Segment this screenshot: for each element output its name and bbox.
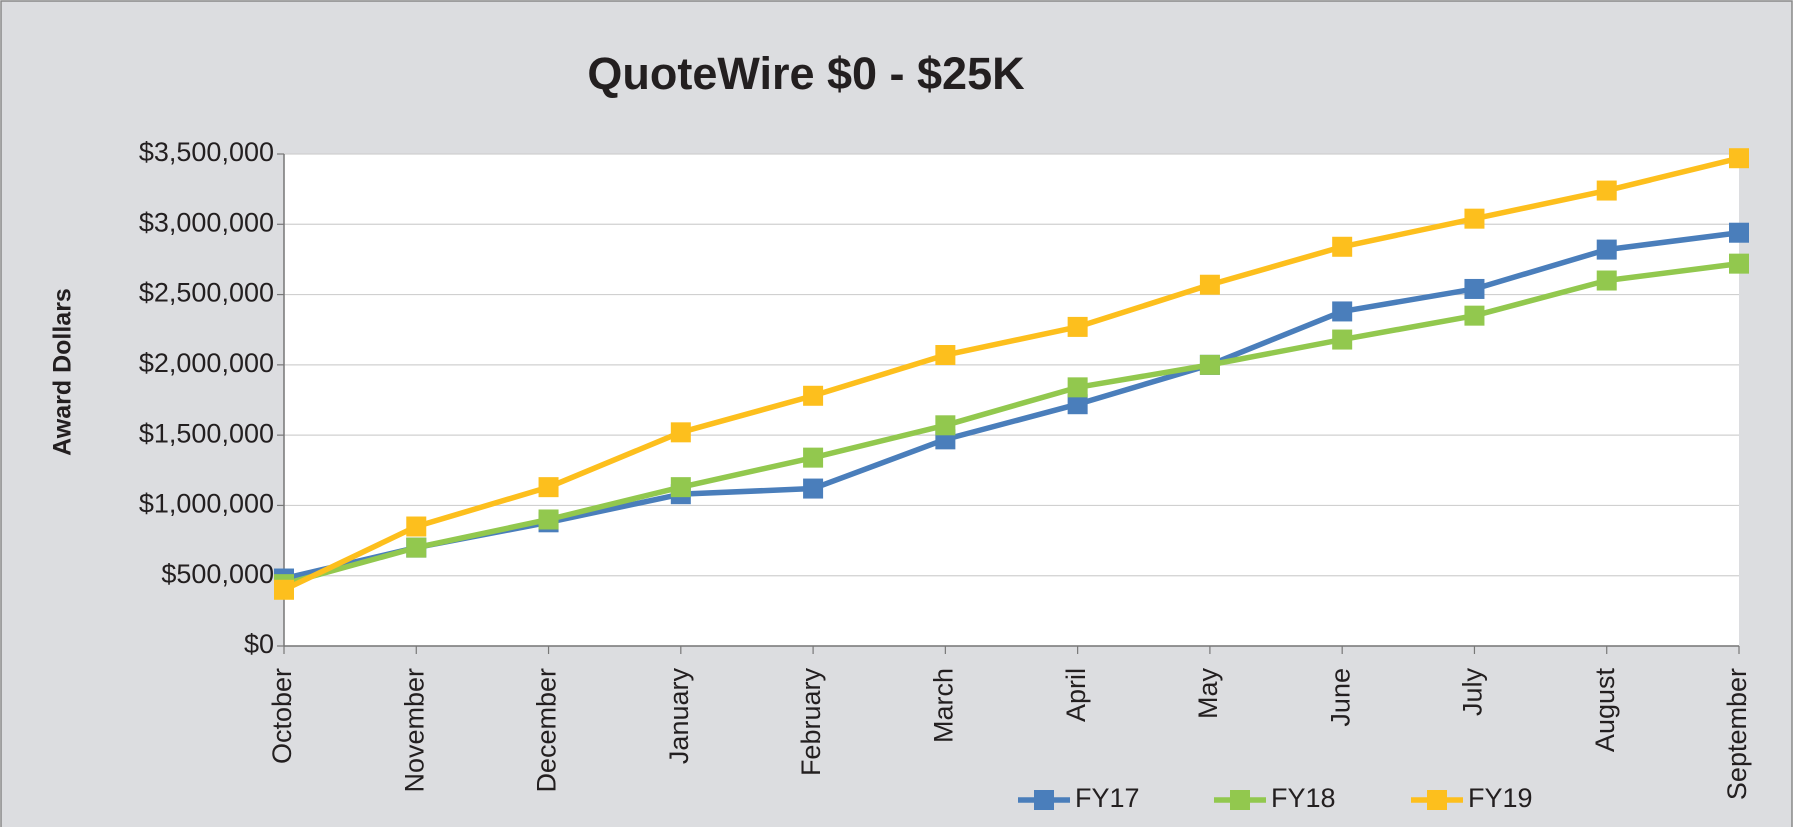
chart-title: QuoteWire $0 - $25K bbox=[587, 48, 1025, 99]
data-point bbox=[803, 385, 824, 406]
legend-marker bbox=[1230, 790, 1250, 810]
legend-label: FY19 bbox=[1468, 783, 1533, 813]
x-tick-label: January bbox=[664, 668, 694, 765]
x-tick-label: November bbox=[399, 668, 429, 793]
data-point bbox=[1596, 239, 1617, 260]
data-point bbox=[1332, 301, 1353, 322]
x-tick-label: April bbox=[1061, 668, 1091, 722]
x-tick-label: July bbox=[1458, 668, 1488, 717]
x-tick-label: February bbox=[796, 668, 826, 777]
data-point bbox=[1464, 305, 1485, 326]
data-point bbox=[1464, 278, 1485, 299]
y-tick-label: $1,500,000 bbox=[139, 418, 274, 448]
x-tick-label: September bbox=[1722, 668, 1752, 800]
y-tick-label: $1,000,000 bbox=[139, 489, 274, 519]
data-point bbox=[1199, 354, 1220, 375]
legend-marker bbox=[1034, 790, 1054, 810]
legend-label: FY18 bbox=[1271, 783, 1336, 813]
data-point bbox=[1464, 208, 1485, 229]
y-tick-label: $500,000 bbox=[161, 559, 274, 589]
plot-area bbox=[284, 154, 1739, 646]
data-point bbox=[1729, 222, 1749, 243]
data-point bbox=[803, 478, 824, 499]
x-tick-label: May bbox=[1193, 668, 1223, 720]
series-line bbox=[282, 155, 1740, 593]
y-tick-label: $3,000,000 bbox=[139, 207, 274, 237]
data-point bbox=[1332, 329, 1353, 350]
data-point bbox=[670, 477, 691, 498]
y-axis-label: Award Dollars bbox=[49, 288, 77, 456]
data-point bbox=[538, 477, 559, 498]
x-tick-label: October bbox=[267, 668, 297, 764]
data-point bbox=[1596, 270, 1617, 291]
data-point bbox=[1067, 394, 1088, 415]
data-point bbox=[1332, 236, 1353, 257]
y-tick-label: $3,500,000 bbox=[139, 137, 274, 167]
data-point bbox=[274, 579, 294, 600]
data-point bbox=[935, 415, 956, 436]
data-point bbox=[1729, 148, 1749, 169]
data-point bbox=[538, 509, 559, 530]
data-point bbox=[803, 447, 824, 468]
data-point bbox=[1067, 377, 1088, 398]
data-point bbox=[406, 537, 427, 558]
data-point bbox=[935, 345, 956, 366]
x-tick-label: December bbox=[532, 668, 562, 793]
x-tick-label: June bbox=[1325, 668, 1355, 727]
series-line bbox=[283, 260, 1740, 587]
y-tick-label: $2,000,000 bbox=[139, 348, 274, 378]
x-tick-label: March bbox=[928, 668, 958, 743]
data-point bbox=[670, 422, 691, 443]
y-tick-label: $0 bbox=[244, 629, 274, 659]
data-point bbox=[1067, 316, 1088, 337]
data-point bbox=[1596, 180, 1617, 201]
legend-marker bbox=[1427, 790, 1447, 810]
data-point bbox=[1729, 253, 1749, 274]
legend-label: FY17 bbox=[1075, 783, 1140, 813]
x-tick-label: August bbox=[1590, 668, 1620, 753]
data-point bbox=[406, 516, 427, 537]
y-tick-label: $2,500,000 bbox=[139, 278, 274, 308]
data-point bbox=[1199, 274, 1220, 295]
